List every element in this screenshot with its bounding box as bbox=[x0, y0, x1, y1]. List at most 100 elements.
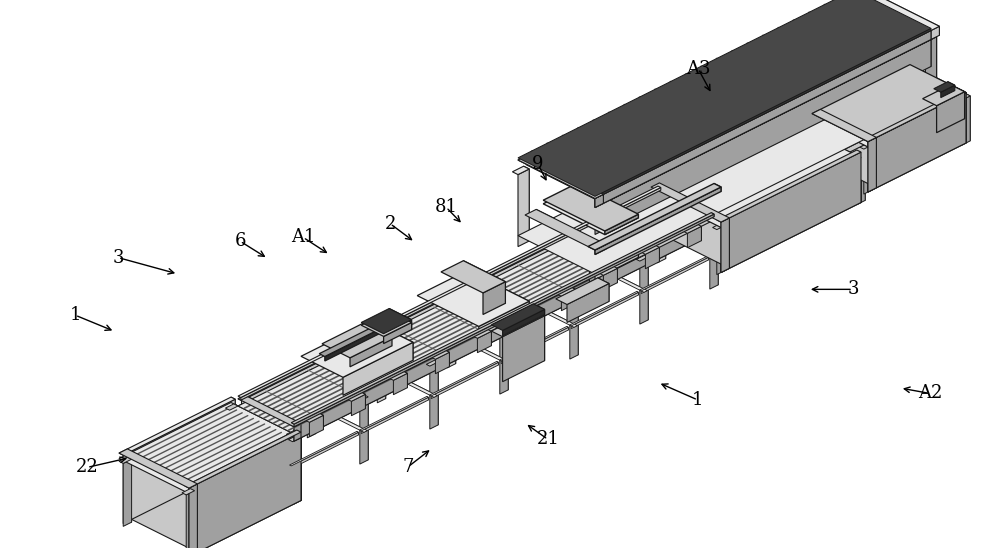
Polygon shape bbox=[294, 214, 714, 427]
Polygon shape bbox=[519, 310, 533, 332]
Polygon shape bbox=[854, 1, 865, 78]
Polygon shape bbox=[518, 169, 529, 247]
Polygon shape bbox=[491, 310, 545, 336]
Polygon shape bbox=[958, 94, 970, 100]
Polygon shape bbox=[123, 399, 235, 523]
Polygon shape bbox=[238, 186, 661, 397]
Polygon shape bbox=[595, 106, 931, 279]
Polygon shape bbox=[290, 431, 358, 466]
Polygon shape bbox=[242, 191, 662, 415]
Polygon shape bbox=[360, 391, 365, 409]
Polygon shape bbox=[364, 323, 392, 346]
Polygon shape bbox=[934, 82, 955, 92]
Polygon shape bbox=[717, 225, 725, 275]
Polygon shape bbox=[533, 304, 545, 315]
Text: 6: 6 bbox=[234, 232, 246, 250]
Polygon shape bbox=[384, 319, 412, 336]
Polygon shape bbox=[246, 439, 297, 469]
Polygon shape bbox=[361, 309, 412, 334]
Polygon shape bbox=[570, 292, 578, 359]
Text: 2: 2 bbox=[384, 215, 396, 232]
Polygon shape bbox=[566, 290, 578, 296]
Polygon shape bbox=[686, 85, 697, 163]
Polygon shape bbox=[752, 118, 769, 126]
Polygon shape bbox=[417, 270, 529, 327]
Polygon shape bbox=[319, 315, 403, 357]
Polygon shape bbox=[190, 489, 195, 548]
Polygon shape bbox=[948, 82, 955, 90]
Text: 1: 1 bbox=[69, 306, 81, 324]
Polygon shape bbox=[584, 229, 596, 235]
Polygon shape bbox=[452, 299, 456, 364]
Polygon shape bbox=[242, 404, 246, 469]
Polygon shape bbox=[185, 430, 301, 488]
Polygon shape bbox=[504, 361, 507, 365]
Polygon shape bbox=[721, 157, 861, 272]
Polygon shape bbox=[430, 350, 449, 359]
Polygon shape bbox=[596, 265, 647, 293]
Polygon shape bbox=[350, 337, 392, 367]
Polygon shape bbox=[295, 430, 298, 495]
Polygon shape bbox=[791, 123, 799, 172]
Polygon shape bbox=[526, 300, 577, 328]
Polygon shape bbox=[910, 65, 966, 98]
Polygon shape bbox=[861, 153, 865, 201]
Text: A1: A1 bbox=[291, 229, 315, 246]
Polygon shape bbox=[941, 85, 955, 98]
Polygon shape bbox=[435, 360, 438, 425]
Polygon shape bbox=[567, 327, 568, 330]
Polygon shape bbox=[536, 209, 606, 249]
Polygon shape bbox=[384, 322, 412, 344]
Text: 3: 3 bbox=[112, 249, 124, 266]
Polygon shape bbox=[533, 310, 545, 361]
Polygon shape bbox=[389, 309, 412, 322]
Polygon shape bbox=[435, 352, 449, 374]
Polygon shape bbox=[294, 466, 297, 470]
Polygon shape bbox=[820, 110, 876, 188]
Polygon shape bbox=[710, 222, 718, 289]
Polygon shape bbox=[500, 327, 568, 361]
Polygon shape bbox=[325, 317, 403, 361]
Polygon shape bbox=[402, 370, 407, 387]
Polygon shape bbox=[528, 307, 533, 325]
Polygon shape bbox=[707, 256, 708, 260]
Polygon shape bbox=[721, 218, 729, 272]
Polygon shape bbox=[854, 0, 939, 31]
Polygon shape bbox=[687, 226, 701, 248]
Polygon shape bbox=[577, 184, 638, 218]
Polygon shape bbox=[286, 430, 298, 436]
Polygon shape bbox=[711, 213, 714, 217]
Polygon shape bbox=[862, 0, 939, 35]
Polygon shape bbox=[288, 436, 301, 442]
Polygon shape bbox=[654, 244, 659, 262]
Polygon shape bbox=[910, 66, 914, 113]
Polygon shape bbox=[430, 362, 438, 429]
Polygon shape bbox=[483, 282, 505, 315]
Polygon shape bbox=[791, 117, 795, 169]
Polygon shape bbox=[966, 94, 970, 141]
Polygon shape bbox=[291, 432, 358, 469]
Polygon shape bbox=[182, 489, 195, 495]
Text: 1: 1 bbox=[692, 391, 704, 409]
Polygon shape bbox=[808, 117, 816, 166]
Polygon shape bbox=[518, 67, 931, 274]
Polygon shape bbox=[706, 220, 718, 226]
Polygon shape bbox=[389, 311, 412, 329]
Polygon shape bbox=[241, 187, 661, 400]
Polygon shape bbox=[575, 290, 578, 355]
Text: A2: A2 bbox=[918, 385, 942, 402]
Polygon shape bbox=[238, 196, 714, 434]
Polygon shape bbox=[514, 264, 526, 270]
Polygon shape bbox=[386, 370, 437, 398]
Polygon shape bbox=[360, 397, 368, 464]
Polygon shape bbox=[393, 373, 407, 395]
Polygon shape bbox=[857, 156, 865, 204]
Polygon shape bbox=[434, 396, 437, 400]
Polygon shape bbox=[444, 350, 449, 367]
Text: A3: A3 bbox=[686, 60, 710, 77]
Polygon shape bbox=[561, 289, 575, 311]
Polygon shape bbox=[655, 190, 659, 237]
Polygon shape bbox=[804, 115, 816, 121]
Polygon shape bbox=[854, 0, 931, 39]
Polygon shape bbox=[477, 332, 491, 353]
